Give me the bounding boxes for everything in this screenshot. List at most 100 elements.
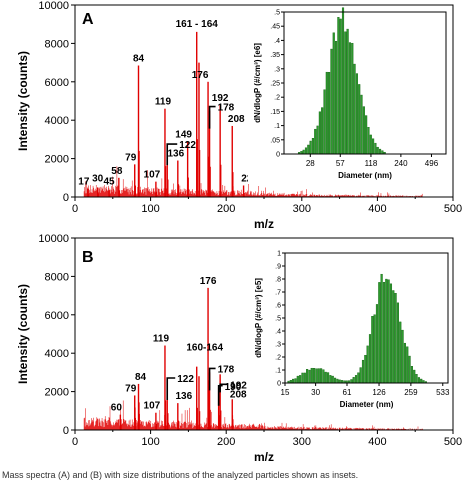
histogram-bar bbox=[314, 128, 317, 155]
peak-annotation: 176 bbox=[200, 276, 217, 287]
x-tick-label: 400 bbox=[368, 203, 386, 215]
x-tick-label: 500 bbox=[444, 436, 462, 448]
histogram-bar bbox=[399, 321, 402, 384]
inset-y-tick-label: .25 bbox=[270, 81, 280, 88]
histogram-bar bbox=[359, 367, 362, 384]
histogram-bar bbox=[355, 73, 358, 155]
histogram-bar bbox=[335, 41, 338, 155]
inset-x-tick-label: 240 bbox=[394, 159, 408, 168]
histogram-bar bbox=[385, 278, 388, 384]
histogram-bar bbox=[311, 138, 314, 155]
histogram-bar bbox=[375, 304, 379, 384]
inset-x-tick-label: 259 bbox=[404, 388, 418, 397]
y-tick-label: 8000 bbox=[45, 38, 69, 50]
inset-x-tick-label: 30 bbox=[311, 388, 320, 397]
panel-label: B bbox=[82, 249, 94, 266]
y-axis-label: Intensity (counts) bbox=[16, 51, 30, 151]
x-tick-label: 400 bbox=[368, 436, 386, 448]
histogram-bar bbox=[309, 140, 312, 155]
histogram-bar bbox=[367, 127, 370, 155]
x-tick-label: 0 bbox=[72, 203, 78, 215]
peak-annotation: 79 bbox=[125, 383, 137, 394]
peak-annotation: 136 bbox=[167, 149, 184, 160]
histogram-bar bbox=[373, 314, 376, 384]
x-tick-label: 100 bbox=[141, 436, 159, 448]
inset-y-tick-label: .7 bbox=[275, 290, 281, 297]
histogram-bar bbox=[348, 42, 352, 155]
annotation-bracket bbox=[166, 377, 176, 400]
histogram-bar bbox=[392, 290, 395, 384]
histogram-bar bbox=[378, 282, 381, 384]
histogram-bar bbox=[329, 375, 332, 384]
histogram-bar bbox=[337, 17, 340, 155]
panel-b: 0 100 200 300 400 5000200040006000800010000m/… bbox=[16, 233, 462, 464]
inset-y-tick-label: .1 bbox=[274, 123, 280, 130]
inset-x-axis-label: Diameter (nm) bbox=[338, 171, 392, 180]
inset-y-tick-label: .5 bbox=[274, 10, 280, 17]
y-tick-label: 0 bbox=[63, 425, 69, 437]
histogram-bar bbox=[306, 369, 309, 384]
histogram-bar bbox=[372, 138, 375, 155]
peak-annotation: 161 - 164 bbox=[176, 19, 219, 30]
histogram-bar bbox=[394, 293, 397, 384]
inset-x-tick-label: 533 bbox=[436, 388, 450, 397]
histogram-bar bbox=[307, 144, 310, 155]
histogram-bar bbox=[420, 378, 423, 384]
y-tick-label: 4000 bbox=[45, 348, 69, 360]
inset-y-tick-label: .4 bbox=[275, 329, 281, 336]
histogram-bar bbox=[415, 374, 418, 384]
histogram-bar bbox=[360, 94, 363, 155]
histogram-bar bbox=[361, 359, 365, 384]
peak-annotation: 122 bbox=[179, 140, 196, 151]
inset-y-tick-label: .3 bbox=[275, 342, 281, 349]
histogram-bar bbox=[381, 150, 384, 155]
histogram-bar bbox=[368, 334, 372, 384]
peak-annotation: 30 bbox=[92, 173, 104, 184]
inset-x-tick-label: 61 bbox=[343, 388, 352, 397]
peak-annotation: 178 bbox=[218, 103, 235, 114]
inset-x-axis-label: Diameter (nm) bbox=[340, 400, 394, 409]
peak-annotation: 192 bbox=[230, 380, 247, 391]
inset-y-axis-label: dN/dlogP (#/cm³) [e6] bbox=[253, 43, 262, 123]
histogram-bar bbox=[299, 375, 302, 384]
inset-x-tick-label: 57 bbox=[336, 159, 345, 168]
annotation-bracket bbox=[208, 105, 216, 129]
inset-y-tick-label: .3 bbox=[274, 66, 280, 73]
histogram-bar bbox=[357, 372, 360, 384]
histogram-bar bbox=[302, 149, 305, 155]
peak-annotation: 58 bbox=[111, 166, 123, 177]
histogram-bar bbox=[364, 355, 367, 384]
peak-annotation: 107 bbox=[144, 170, 161, 181]
annotation-bracket bbox=[166, 143, 178, 166]
panel-label: A bbox=[82, 11, 94, 28]
peak-annotation: 84 bbox=[133, 53, 145, 64]
histogram-bar bbox=[408, 355, 411, 384]
inset-y-tick-label: 1 bbox=[277, 251, 281, 258]
peak-annotation: 17 bbox=[78, 176, 90, 187]
y-tick-label: 2000 bbox=[45, 154, 69, 166]
inset-y-tick-label: .2 bbox=[275, 355, 281, 362]
histogram-bar bbox=[320, 368, 323, 384]
histogram-bar bbox=[328, 71, 331, 155]
histogram-bar bbox=[303, 372, 306, 384]
peak-annotation: 45 bbox=[103, 176, 115, 187]
y-tick-label: 2000 bbox=[45, 387, 69, 399]
inset-size-distribution: 28 57 118 240 496 0 .05 .1 .15 .2 .25 .3 .35 .4 .45 .5 D… bbox=[248, 7, 450, 184]
histogram-bar bbox=[380, 273, 383, 384]
histogram-bar bbox=[365, 115, 368, 155]
histogram-bar bbox=[406, 346, 409, 384]
y-tick-label: 0 bbox=[63, 192, 69, 204]
inset-x-tick-label: 118 bbox=[365, 159, 378, 168]
y-tick-label: 6000 bbox=[45, 77, 69, 89]
inset-y-tick-label: .1 bbox=[275, 368, 281, 375]
histogram-bar bbox=[350, 379, 353, 384]
peak-annotation: 178 bbox=[218, 364, 235, 375]
histogram-bar bbox=[389, 283, 393, 384]
histogram-bar bbox=[346, 28, 349, 155]
x-tick-label: 300 bbox=[293, 203, 311, 215]
inset-y-axis-label: dN/dlogP (#/cm³) [e5] bbox=[254, 278, 263, 358]
histogram-bar bbox=[341, 7, 345, 155]
histogram-bar bbox=[323, 89, 326, 155]
y-tick-label: 10000 bbox=[38, 233, 69, 245]
